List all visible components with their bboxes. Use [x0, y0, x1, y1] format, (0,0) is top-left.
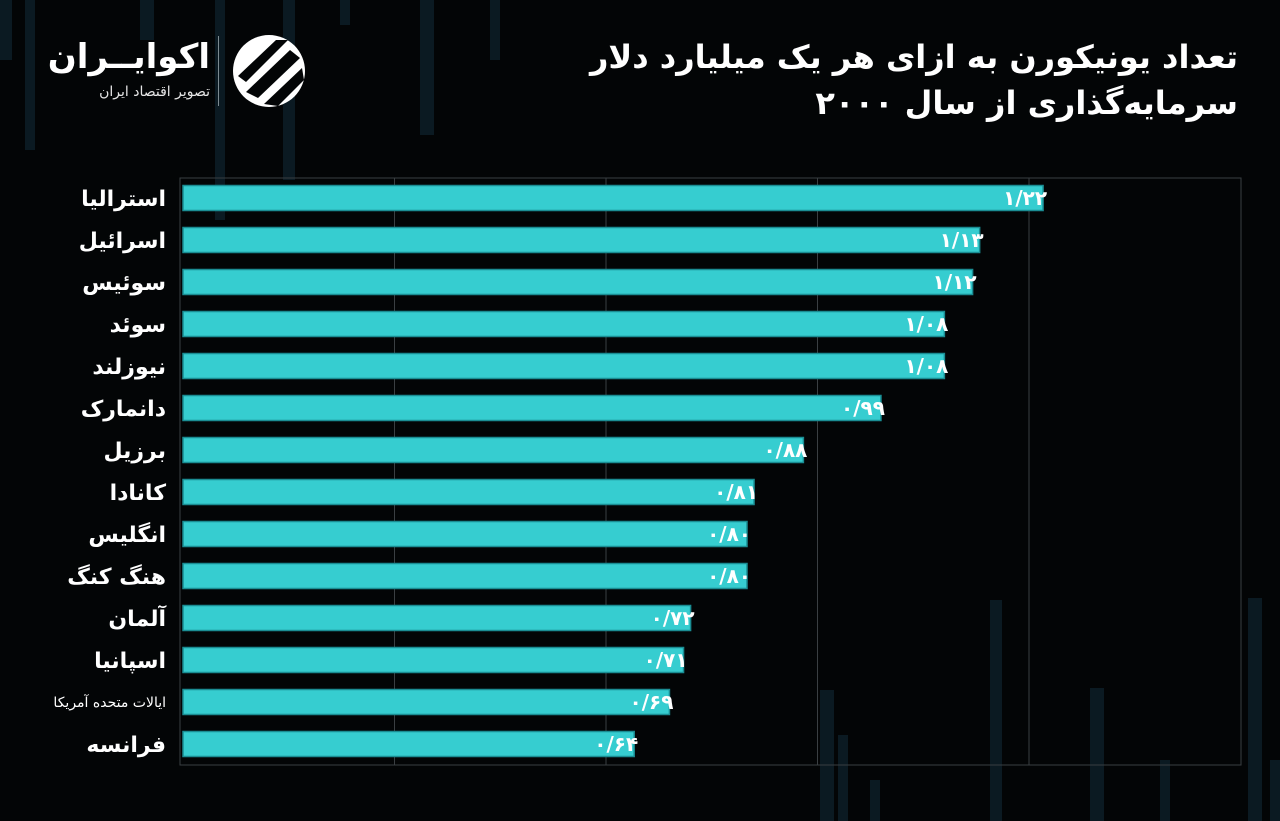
category-label-2: سوئیس [82, 271, 166, 296]
brand-name: اکوایــران [47, 37, 210, 77]
value-label-3: ۱/۰۸ [904, 312, 948, 336]
bar-12 [182, 688, 671, 716]
brand-tagline: تصویر اقتصاد ایران [99, 84, 210, 100]
bar-9 [182, 562, 748, 590]
category-label-7: کانادا [110, 481, 167, 506]
ecoiran-logo-icon [233, 35, 305, 107]
value-label-12: ۰/۶۹ [630, 690, 674, 714]
category-label-9: هنگ کنگ [67, 563, 166, 590]
category-label-12: ایالات متحده آمریکا [53, 694, 166, 711]
brand: اکوایــران تصویر اقتصاد ایران [47, 32, 320, 112]
category-label-1: اسرائیل [79, 229, 166, 254]
bar-10 [182, 604, 692, 632]
title-line-2: سرمایه‌گذاری از سال ۲۰۰۰ [815, 84, 1238, 122]
plot-frame [179, 177, 1242, 766]
bar-8 [182, 520, 748, 548]
bar-0 [182, 184, 1044, 212]
bar-13 [182, 730, 635, 758]
value-label-6: ۰/۸۸ [763, 438, 807, 462]
bar-11 [182, 646, 685, 674]
bar-7 [182, 478, 755, 506]
category-label-8: انگلیس [88, 521, 166, 548]
category-label-5: دانمارک [81, 397, 166, 422]
bar-1 [182, 226, 981, 254]
value-label-10: ۰/۷۲ [651, 606, 695, 630]
bar-6 [182, 436, 805, 464]
value-label-11: ۰/۷۱ [644, 648, 688, 672]
value-label-2: ۱/۱۲ [933, 270, 977, 294]
value-label-7: ۰/۸۱ [714, 480, 758, 504]
bar-4 [182, 352, 946, 380]
value-label-9: ۰/۸۰ [707, 564, 751, 588]
value-label-1: ۱/۱۳ [940, 228, 984, 252]
category-label-11: اسپانیا [94, 649, 166, 674]
bar-5 [182, 394, 882, 422]
value-label-0: ۱/۲۲ [1003, 186, 1047, 210]
category-label-3: سوئد [110, 313, 166, 338]
title-line-1: تعداد یونیکورن به ازای هر یک میلیارد دلا… [589, 38, 1238, 76]
brand-divider [218, 36, 219, 106]
bar-2 [182, 268, 974, 296]
category-label-4: نیوزلند [92, 355, 166, 380]
value-label-5: ۰/۹۹ [841, 396, 885, 420]
value-label-4: ۱/۰۸ [904, 354, 948, 378]
category-label-0: استرالیا [81, 187, 166, 212]
category-label-10: آلمان [108, 604, 166, 632]
bar-3 [182, 310, 946, 338]
chart-title: تعداد یونیکورن به ازای هر یک میلیارد دلا… [478, 34, 1238, 126]
category-label-6: برزیل [103, 439, 166, 464]
category-label-13: فرانسه [86, 733, 166, 758]
value-label-8: ۰/۸۰ [707, 522, 751, 546]
value-label-13: ۰/۶۴ [594, 732, 638, 756]
